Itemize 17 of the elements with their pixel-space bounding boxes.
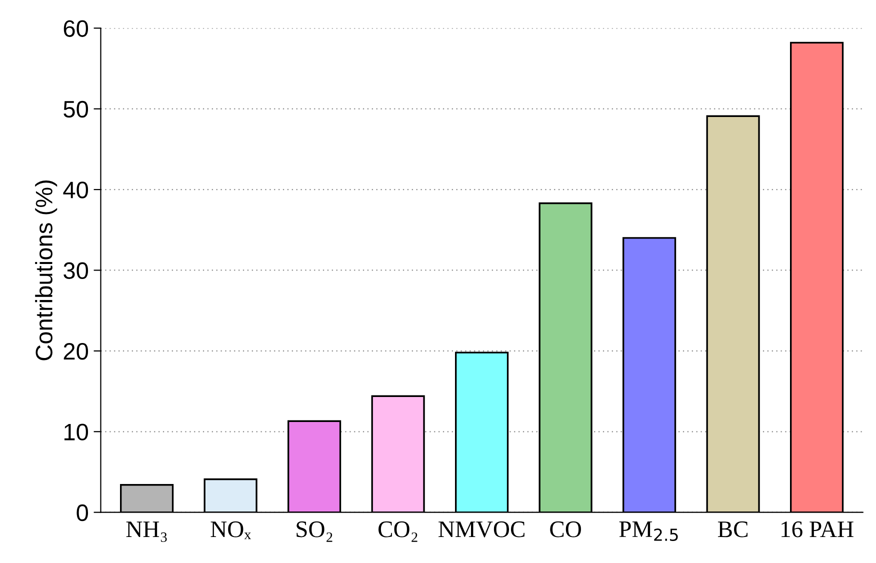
x-tick-label: NMVOC bbox=[438, 521, 524, 538]
x-tick-label: SO₂ bbox=[296, 521, 332, 542]
x-tick-label: PM$_{2.5}$ bbox=[619, 521, 678, 542]
y-tick-label: 50 bbox=[64, 100, 88, 118]
y-tick-label: 0 bbox=[76, 504, 88, 522]
y-tick-label: 40 bbox=[63, 182, 88, 198]
x-tick-label: CO bbox=[550, 521, 581, 538]
y-tick-label: 30 bbox=[64, 262, 88, 280]
x-tick-label: CO₂ bbox=[378, 521, 418, 542]
x-tick-label: BC bbox=[718, 521, 748, 538]
y-tick-label: 20 bbox=[64, 343, 88, 360]
y-axis-title: Contributions (%) bbox=[35, 180, 58, 360]
y-tick-label: 60 bbox=[64, 20, 88, 37]
x-tick-label: NOₓ bbox=[210, 521, 252, 540]
x-tick-label: NH₃ bbox=[126, 522, 167, 542]
y-tick-label: 10 bbox=[64, 424, 88, 440]
x-tick-label: 16 PAH bbox=[782, 521, 854, 538]
